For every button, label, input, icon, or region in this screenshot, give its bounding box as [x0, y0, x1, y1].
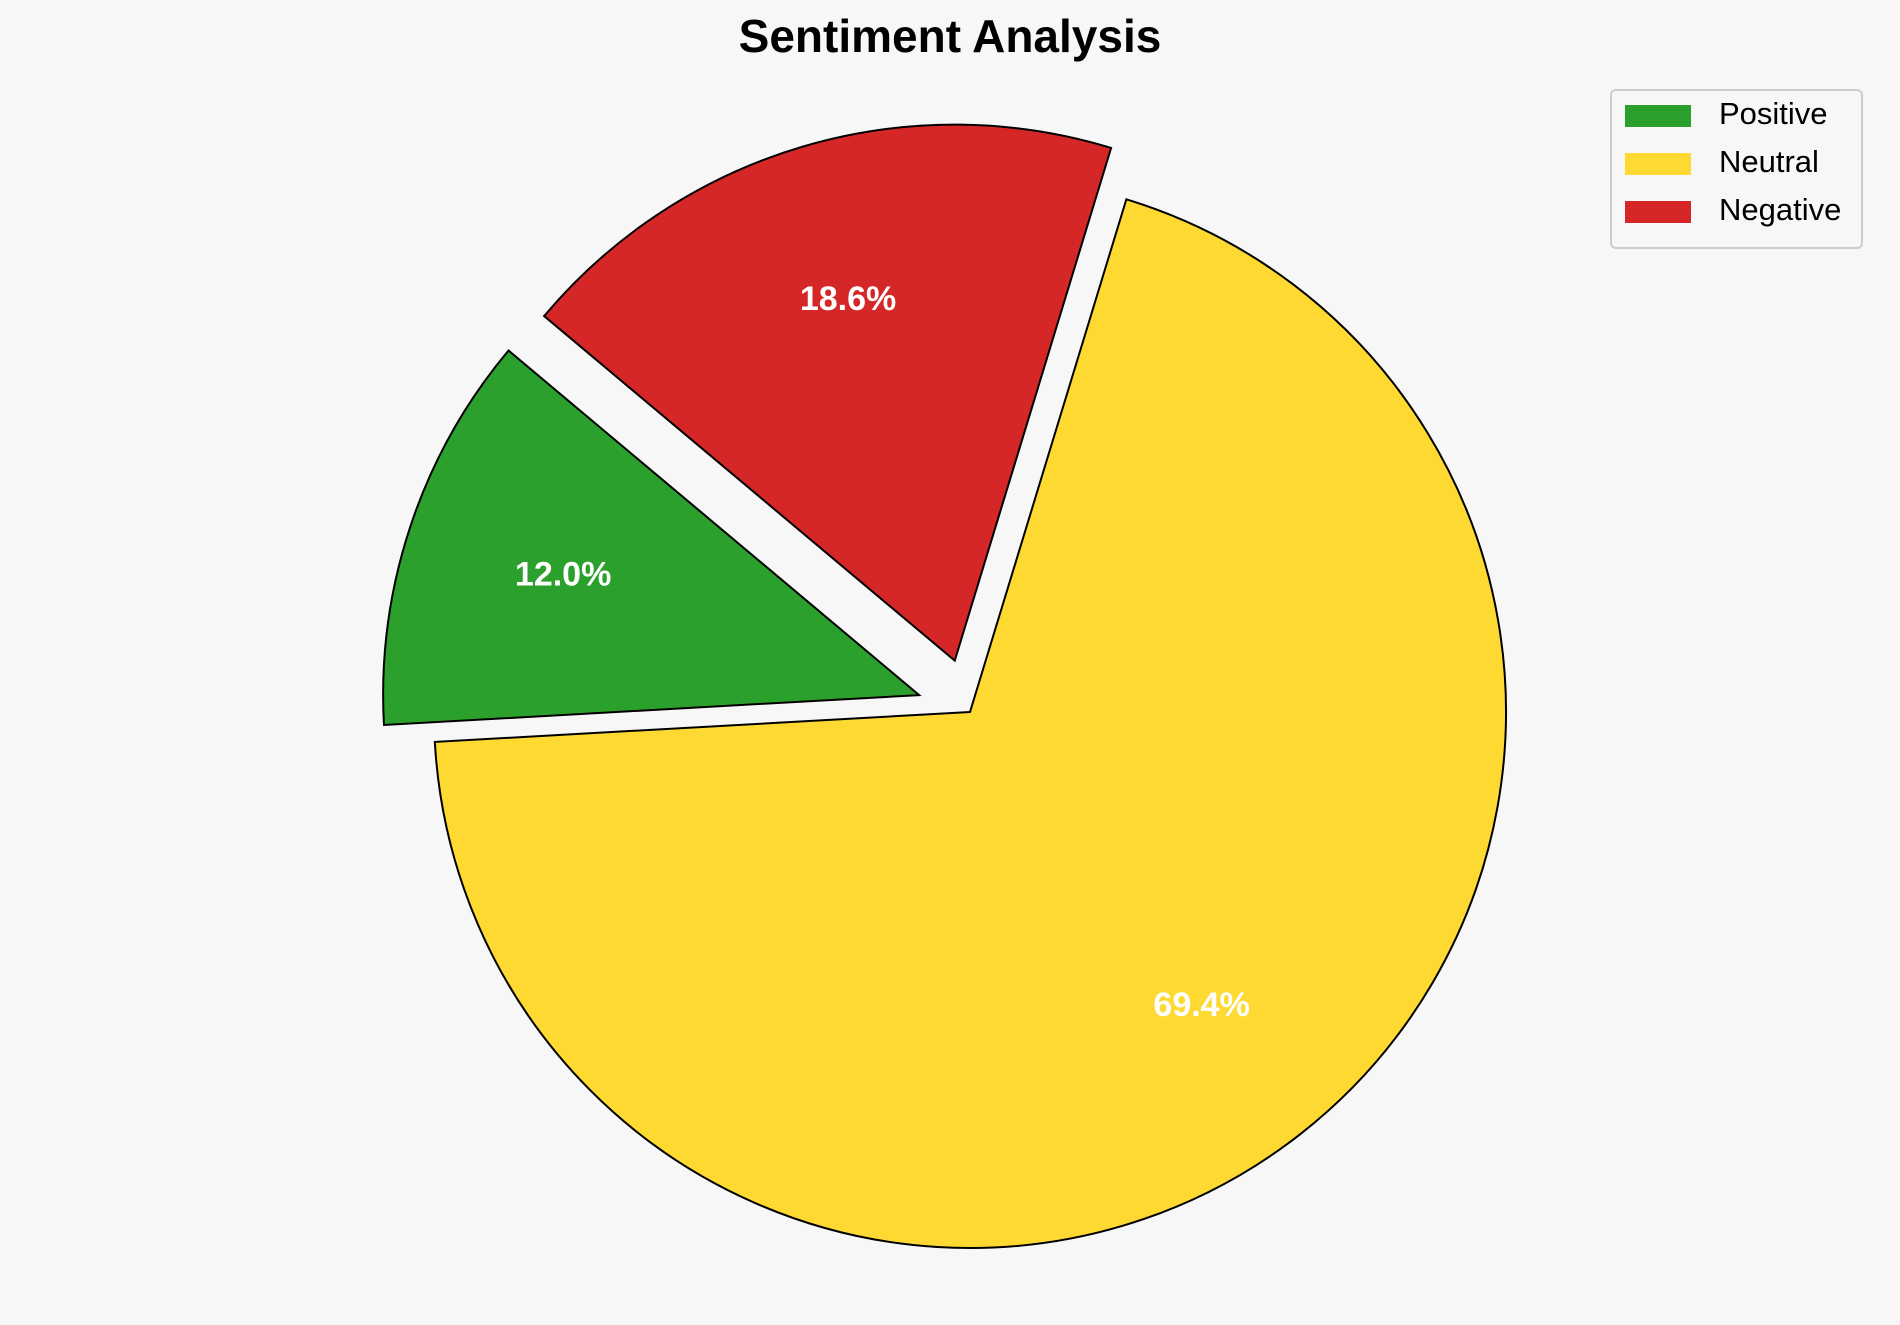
pie-slice [382, 349, 922, 727]
slice-label: 12.0% [515, 556, 611, 594]
chart-title: Sentiment Analysis [739, 10, 1162, 62]
legend-swatch [1625, 105, 1691, 127]
legend-swatch [1625, 201, 1691, 223]
legend-label: Neutral [1719, 144, 1819, 179]
pie-slice [542, 123, 1113, 663]
legend-label: Negative [1719, 192, 1841, 227]
slice-label: 18.6% [800, 280, 896, 318]
legend-label: Positive [1719, 96, 1828, 131]
slice-label: 69.4% [1153, 986, 1249, 1024]
pie-slice [433, 198, 1507, 1249]
legend-swatch [1625, 153, 1691, 175]
